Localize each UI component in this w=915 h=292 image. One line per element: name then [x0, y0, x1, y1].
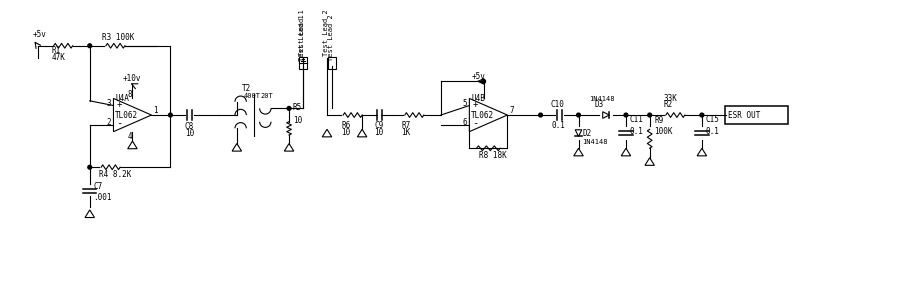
- Circle shape: [576, 113, 580, 117]
- Text: U4B: U4B: [471, 94, 485, 103]
- Text: 100K: 100K: [654, 127, 673, 136]
- Text: 1: 1: [154, 106, 158, 115]
- FancyBboxPatch shape: [328, 57, 336, 69]
- Text: C8: C8: [185, 122, 194, 131]
- Text: Test Lead 1: Test Lead 1: [299, 14, 306, 61]
- Text: 8: 8: [128, 90, 133, 98]
- Text: C11: C11: [630, 115, 643, 124]
- Text: 3: 3: [107, 98, 112, 107]
- Text: 0.1: 0.1: [552, 121, 565, 130]
- Text: 0.1: 0.1: [705, 127, 719, 136]
- Text: R8 18K: R8 18K: [479, 151, 507, 160]
- Circle shape: [648, 113, 651, 117]
- Text: R1: R1: [52, 46, 61, 55]
- Text: C10: C10: [550, 100, 564, 110]
- Text: 0.1: 0.1: [630, 127, 643, 136]
- Text: R6: R6: [341, 121, 350, 130]
- Text: ESR OUT: ESR OUT: [728, 111, 761, 120]
- Text: R4 8.2K: R4 8.2K: [99, 170, 132, 179]
- Text: 2: 2: [107, 117, 112, 126]
- Text: D3: D3: [595, 100, 604, 110]
- Text: R7: R7: [401, 121, 410, 130]
- Text: Test Lead 2: Test Lead 2: [328, 14, 334, 61]
- Text: -: -: [472, 119, 479, 128]
- Text: R9: R9: [654, 116, 663, 125]
- Circle shape: [624, 113, 628, 117]
- Text: 400T: 400T: [243, 93, 261, 99]
- Text: 5: 5: [463, 98, 468, 107]
- Text: +5v: +5v: [33, 30, 47, 39]
- Circle shape: [88, 44, 92, 48]
- Text: 1K: 1K: [401, 128, 410, 137]
- Text: 1N4148: 1N4148: [589, 96, 615, 102]
- Text: R5: R5: [293, 103, 302, 112]
- Text: 10: 10: [185, 129, 194, 138]
- Text: T2: T2: [242, 84, 251, 93]
- Text: Test Lead 1: Test Lead 1: [298, 9, 305, 56]
- Text: D2: D2: [582, 129, 592, 138]
- Text: U4A: U4A: [115, 94, 129, 103]
- Text: .001: .001: [93, 194, 112, 202]
- Text: +5v: +5v: [471, 72, 485, 81]
- Text: +: +: [116, 100, 122, 110]
- Text: 6: 6: [463, 117, 468, 126]
- Circle shape: [168, 113, 172, 117]
- FancyBboxPatch shape: [725, 107, 788, 124]
- Text: TL062: TL062: [471, 111, 494, 120]
- Text: -: -: [116, 119, 123, 128]
- Text: 4: 4: [128, 132, 133, 141]
- Text: R2: R2: [664, 100, 673, 110]
- Text: +: +: [472, 100, 478, 110]
- Text: C7: C7: [93, 182, 102, 191]
- Circle shape: [88, 165, 92, 169]
- Text: 20T: 20T: [261, 93, 274, 99]
- Text: +10v: +10v: [123, 74, 142, 83]
- Text: 10: 10: [293, 116, 302, 125]
- Text: TL062: TL062: [115, 111, 138, 120]
- Circle shape: [481, 79, 486, 83]
- Text: R3 100K: R3 100K: [102, 33, 135, 42]
- Text: Test Lead 2: Test Lead 2: [323, 9, 329, 56]
- Circle shape: [539, 113, 543, 117]
- Circle shape: [287, 107, 291, 110]
- FancyBboxPatch shape: [299, 57, 307, 69]
- Text: 7: 7: [510, 106, 514, 115]
- Text: C9: C9: [374, 121, 383, 130]
- Text: 10: 10: [374, 128, 383, 137]
- Text: 1N4148: 1N4148: [582, 138, 608, 145]
- Text: C15: C15: [705, 115, 719, 124]
- Circle shape: [700, 113, 704, 117]
- Text: 47K: 47K: [52, 53, 66, 62]
- Text: 33K: 33K: [664, 94, 678, 103]
- Text: 10: 10: [341, 128, 350, 137]
